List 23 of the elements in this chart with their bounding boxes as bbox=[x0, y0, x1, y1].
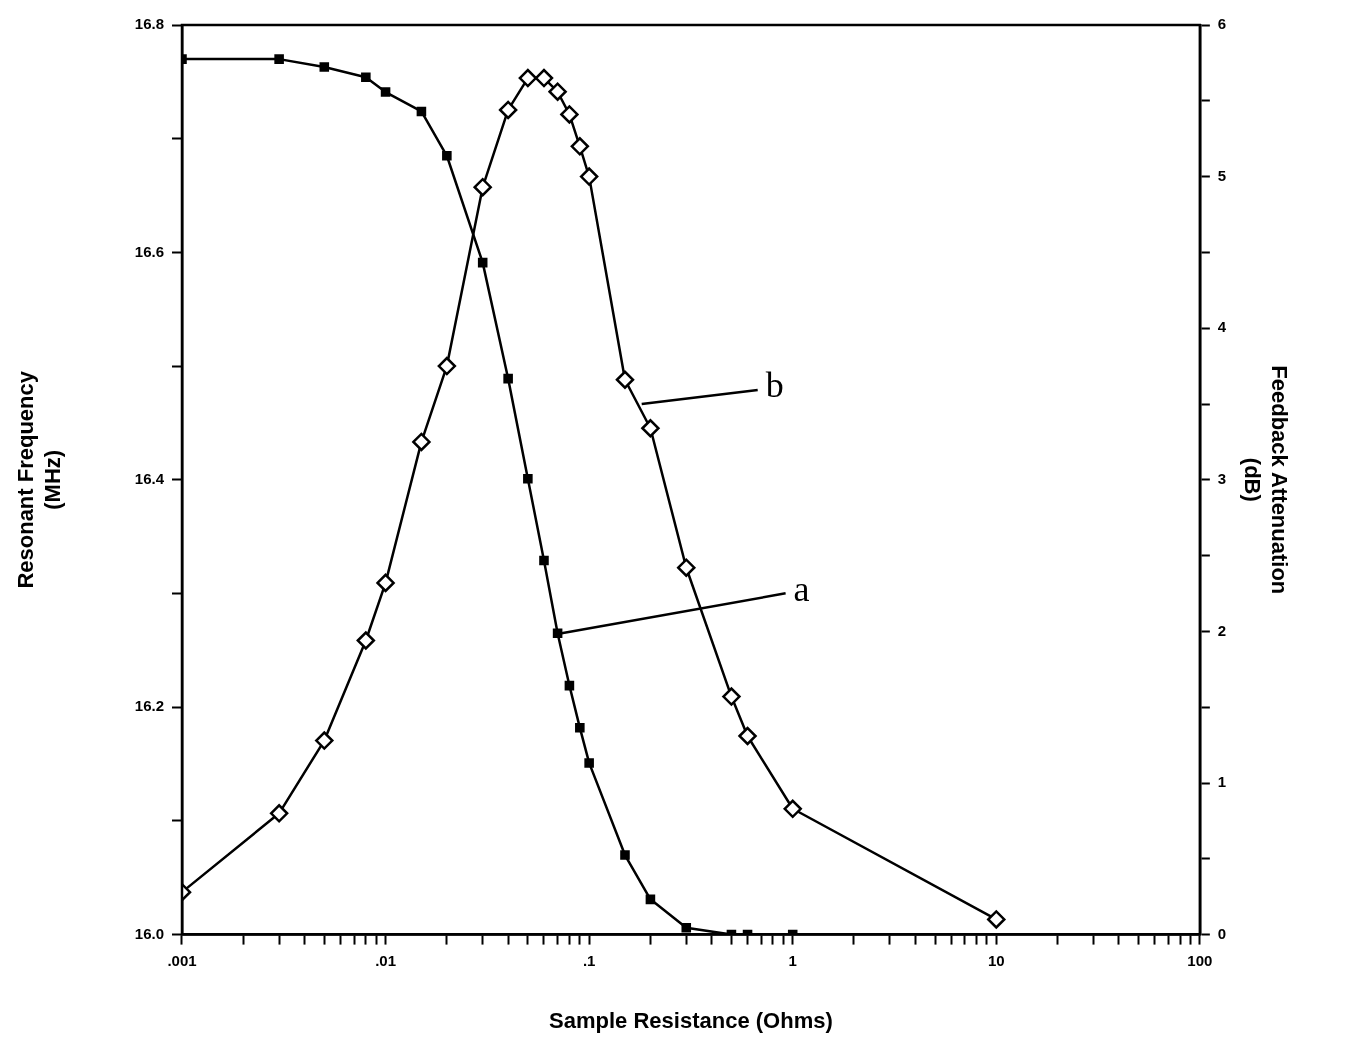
y2-tick-label: 6 bbox=[1217, 15, 1227, 33]
x-tick-label: .01 bbox=[375, 951, 396, 969]
y-tick-label: 16.0 bbox=[134, 924, 164, 942]
y-tick-label: 16.6 bbox=[134, 242, 164, 260]
x-tick-label: 10 bbox=[987, 951, 1005, 969]
y-axis-title: Resonant Frequency (MHz) bbox=[13, 370, 65, 589]
x-tick-label: .1 bbox=[582, 951, 596, 969]
x-tick-label: 100 bbox=[1187, 951, 1213, 969]
annotation: a bbox=[793, 568, 810, 609]
y2-tick-label: 5 bbox=[1217, 166, 1227, 184]
x-tick-label: 1 bbox=[788, 951, 797, 969]
y-tick-label: 16.4 bbox=[134, 469, 165, 487]
x-axis-title: Sample Resistance (Ohms) bbox=[549, 1007, 833, 1033]
y2-tick-label: 4 bbox=[1217, 318, 1227, 336]
y-tick-label: 16.2 bbox=[134, 697, 164, 715]
annotation: b bbox=[765, 365, 784, 406]
y2-tick-label: 0 bbox=[1217, 924, 1227, 942]
y2-tick-label: 1 bbox=[1217, 773, 1227, 791]
y2-axis-title: Feedback Attenuation (dB) bbox=[1240, 365, 1292, 595]
x-tick-label: .001 bbox=[167, 951, 197, 969]
y2-tick-label: 3 bbox=[1217, 469, 1227, 487]
y2-tick-label: 2 bbox=[1217, 621, 1227, 639]
y-tick-label: 16.8 bbox=[134, 15, 164, 33]
